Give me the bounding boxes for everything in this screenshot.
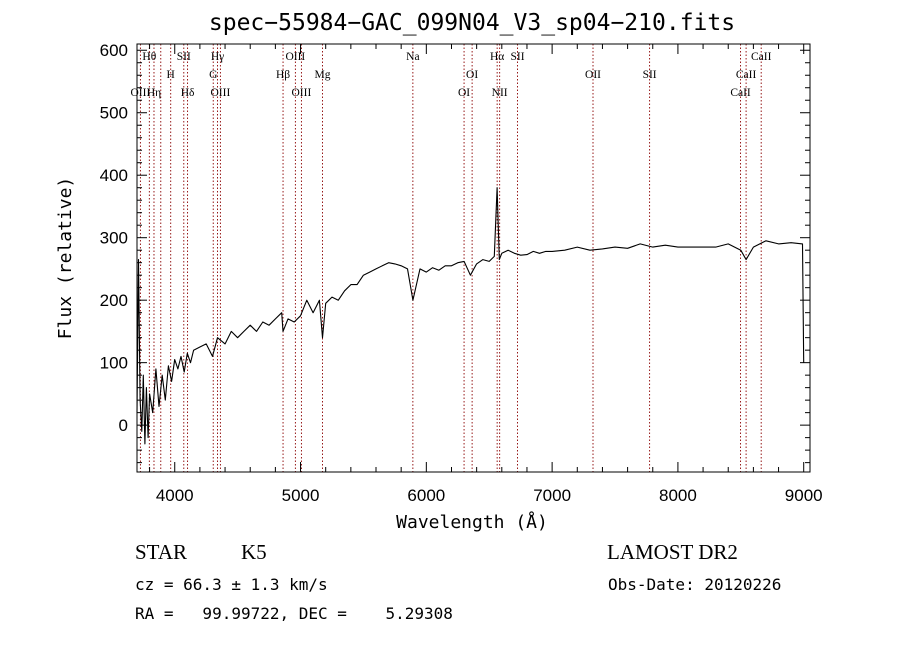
line-annotation-8: OIII	[211, 87, 231, 99]
y-axis: 0 100 200 300 400 500 600	[100, 41, 810, 464]
y-axis-label: Flux (relative)	[55, 177, 76, 340]
x-tick-label-0: 4000	[156, 486, 194, 505]
line-annotation-2: Hη	[147, 87, 161, 99]
line-annotation-5: Hδ	[181, 87, 195, 99]
x-tick-label-3: 7000	[533, 486, 571, 505]
y-tick-label-2: 200	[100, 291, 128, 310]
line-annotation-1: OIII	[130, 87, 150, 99]
line-annotation-12: Mg	[315, 69, 331, 81]
line-annotation-18: NII	[492, 87, 508, 99]
line-annotation-22: CaII	[736, 69, 757, 81]
y-tick-label-3: 300	[100, 229, 128, 248]
line-annotation-14: OI	[466, 69, 478, 81]
y-tick-label-1: 100	[100, 354, 128, 373]
x-tick-label-4: 8000	[659, 486, 697, 505]
series-layer	[136, 187, 805, 445]
line-annotation-9: OIII	[285, 51, 305, 63]
line-annotation-17: SII	[510, 51, 524, 63]
line-annotation-6: Hγ	[211, 51, 224, 63]
coordinates: RA = 99.99722, DEC = 5.29308	[135, 604, 453, 623]
x-axis-label: Wavelength (Å)	[396, 511, 548, 533]
chart-title: spec−55984−GAC_099N04_V3_sp04−210.fits	[209, 10, 735, 36]
plot-frame	[136, 43, 811, 473]
line-marker-layer	[139, 44, 762, 472]
line-annotation-11: OIII	[292, 87, 312, 99]
line-annotation-7: G	[209, 69, 217, 81]
y-tick-label-4: 400	[100, 166, 128, 185]
y-tick-label-5: 500	[100, 104, 128, 123]
line-annotation-20: SII	[643, 69, 657, 81]
line-annotation-10: Hβ	[276, 69, 290, 81]
observation-date: Obs-Date: 20120226	[608, 575, 781, 594]
x-tick-label-5: 9000	[785, 486, 823, 505]
spectrum-series-0	[136, 187, 805, 445]
redshift-velocity: cz = 66.3 ± 1.3 km/s	[135, 575, 328, 594]
spectral-subclass: K5	[241, 540, 267, 564]
line-annotation-15: OI	[458, 87, 470, 99]
line-annotation-19: OII	[585, 69, 601, 81]
x-tick-label-2: 6000	[407, 486, 445, 505]
spectral-class: STAR	[135, 540, 187, 564]
line-annotation-3: H	[167, 69, 175, 81]
y-tick-label-0: 0	[119, 416, 128, 435]
line-annotation-13: Na	[406, 51, 419, 63]
line-annotation-0: Hθ	[142, 51, 156, 63]
line-annotation-21: CaII	[751, 51, 772, 63]
line-annotation-16: Hα	[490, 51, 504, 63]
x-tick-label-1: 5000	[282, 486, 320, 505]
line-annotation-23: CaII	[730, 87, 751, 99]
x-axis: 4000 5000 6000 7000 8000 9000	[149, 44, 823, 505]
line-annotation-4: SII	[177, 51, 191, 63]
annotation-layer: HθOIIIHηHSIIHδHγGOIIIOIIIHβOIIIMgNaOIOIH…	[130, 51, 771, 99]
y-tick-label-6: 600	[100, 41, 128, 60]
survey-name: LAMOST DR2	[607, 540, 738, 564]
